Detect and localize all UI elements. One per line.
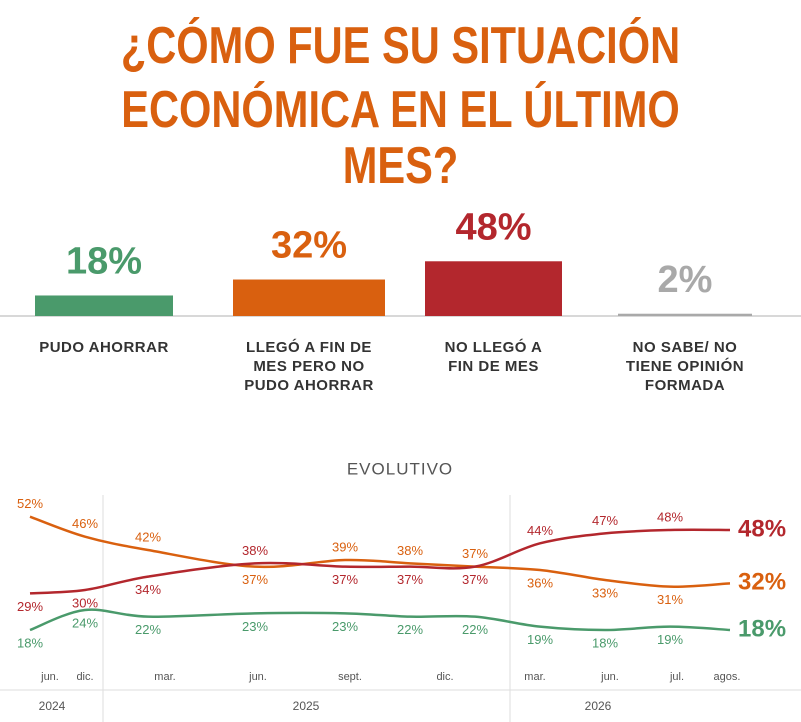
series-line xyxy=(29,528,731,595)
bar xyxy=(35,295,173,316)
data-label: 44% xyxy=(527,523,553,538)
data-label: 24% xyxy=(72,615,98,630)
data-label: 38% xyxy=(397,543,423,558)
value-label: 48% xyxy=(455,206,531,248)
data-label: 19% xyxy=(657,632,683,647)
data-label: 22% xyxy=(397,622,423,637)
category-label: PUDO AHORRAR xyxy=(39,339,169,356)
data-label: 39% xyxy=(332,539,358,554)
x-tick-label: dic. xyxy=(76,671,93,683)
end-label: 48% xyxy=(738,515,786,542)
data-label: 46% xyxy=(72,516,98,531)
x-tick-label: mar. xyxy=(524,671,545,683)
series-line xyxy=(29,608,731,632)
x-tick-label: jun. xyxy=(248,671,267,683)
data-label: 18% xyxy=(17,635,43,650)
x-tick-label: dic. xyxy=(436,671,453,683)
x-tick-label: sept. xyxy=(338,671,362,683)
data-label: 23% xyxy=(242,619,268,634)
data-label: 33% xyxy=(592,585,618,600)
data-label: 48% xyxy=(657,509,683,524)
x-tick-label: jun. xyxy=(40,671,59,683)
data-label: 23% xyxy=(332,619,358,634)
bar xyxy=(425,261,562,316)
chart-title: EVOLUTIVO xyxy=(347,459,453,478)
value-label: 32% xyxy=(271,225,347,267)
title-line: ECONÓMICA EN EL ÚLTIMO MES? xyxy=(121,81,680,195)
bar xyxy=(233,279,385,316)
x-tick-label: jul. xyxy=(669,671,684,683)
data-label: 34% xyxy=(135,582,161,597)
data-label: 38% xyxy=(242,543,268,558)
data-label: 30% xyxy=(72,595,98,610)
category-label: NO LLEGÓ A FIN DE MES xyxy=(444,339,543,375)
data-label: 42% xyxy=(135,529,161,544)
x-tick-label: mar. xyxy=(154,671,175,683)
data-label: 18% xyxy=(592,635,618,650)
data-label: 19% xyxy=(527,632,553,647)
data-label: 22% xyxy=(462,622,488,637)
data-label: 52% xyxy=(17,496,43,511)
data-label: 31% xyxy=(657,592,683,607)
data-label: 29% xyxy=(17,599,43,614)
title-line: ¿CÓMO FUE SU SITUACIÓN xyxy=(120,17,681,75)
data-label: 37% xyxy=(242,572,268,587)
bar xyxy=(618,313,752,316)
series-line xyxy=(29,515,731,588)
year-label: 2026 xyxy=(585,699,612,713)
category-label: NO SABE/ NO TIENE OPINIÓN FORMADA xyxy=(625,339,745,394)
end-label: 18% xyxy=(738,615,786,642)
data-label: 37% xyxy=(462,572,488,587)
year-label: 2025 xyxy=(293,699,320,713)
data-label: 36% xyxy=(527,575,553,590)
data-label: 22% xyxy=(135,622,161,637)
x-tick-label: jun. xyxy=(600,671,619,683)
value-label: 18% xyxy=(66,241,142,283)
data-label: 37% xyxy=(397,572,423,587)
end-label: 32% xyxy=(738,569,786,596)
data-label: 47% xyxy=(592,513,618,528)
data-label: 37% xyxy=(332,572,358,587)
x-tick-label: agos. xyxy=(714,671,741,683)
category-label: LLEGÓ A FIN DE MES PERO NO PUDO AHORRAR xyxy=(244,339,374,394)
value-label: 2% xyxy=(658,259,713,301)
year-label: 2024 xyxy=(39,699,66,713)
data-label: 37% xyxy=(462,546,488,561)
